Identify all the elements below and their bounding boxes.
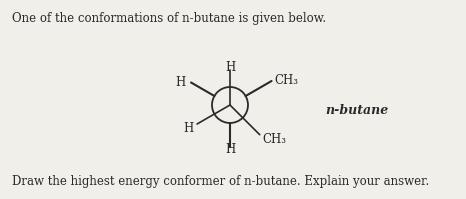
Text: H: H — [225, 61, 235, 74]
Text: CH₃: CH₃ — [274, 74, 299, 88]
Text: Draw the highest energy conformer of n-butane. Explain your answer.: Draw the highest energy conformer of n-b… — [12, 175, 429, 188]
Text: n-butane: n-butane — [325, 103, 388, 116]
Text: CH₃: CH₃ — [263, 133, 287, 146]
Text: H: H — [225, 143, 235, 156]
Text: H: H — [176, 76, 186, 89]
Text: H: H — [184, 122, 194, 135]
Text: One of the conformations of n-butane is given below.: One of the conformations of n-butane is … — [12, 12, 326, 25]
